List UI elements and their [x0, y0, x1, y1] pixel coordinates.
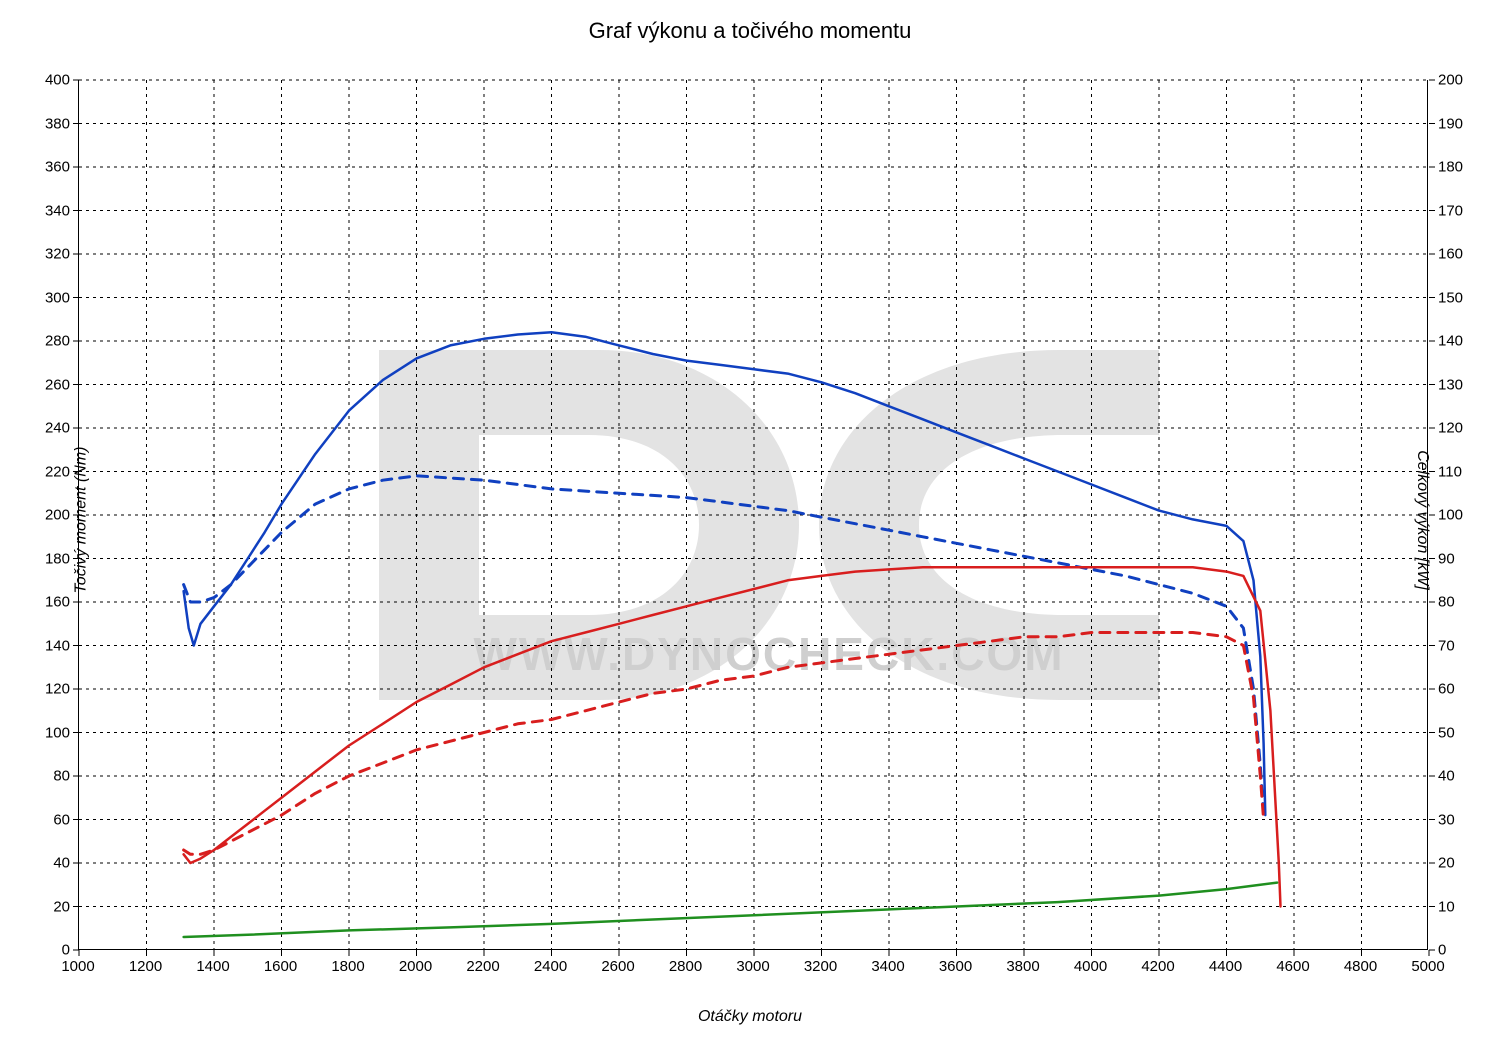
y-right-tick-label: 30: [1438, 811, 1478, 828]
watermark: WWW.DYNOCHECK.COM: [379, 350, 1159, 700]
x-tick-label: 1400: [196, 958, 229, 975]
y-right-tick-label: 140: [1438, 333, 1478, 350]
x-tick-label: 2800: [669, 958, 702, 975]
x-tick-label: 1600: [264, 958, 297, 975]
y-right-tick-label: 20: [1438, 855, 1478, 872]
y-left-tick-label: 320: [30, 246, 70, 263]
x-tick-label: 3800: [1006, 958, 1039, 975]
y-right-tick-label: 200: [1438, 72, 1478, 89]
y-right-tick-label: 80: [1438, 594, 1478, 611]
x-tick-label: 2200: [466, 958, 499, 975]
x-tick-label: 1800: [331, 958, 364, 975]
y-right-tick-label: 160: [1438, 246, 1478, 263]
series-loss: [184, 883, 1278, 937]
y-right-tick-label: 180: [1438, 159, 1478, 176]
y-left-tick-label: 160: [30, 594, 70, 611]
y-left-tick-label: 60: [30, 811, 70, 828]
y-left-tick-label: 120: [30, 681, 70, 698]
y-left-tick-label: 100: [30, 724, 70, 741]
x-tick-label: 1000: [61, 958, 94, 975]
y-left-tick-label: 80: [30, 768, 70, 785]
y-right-tick-label: 120: [1438, 420, 1478, 437]
y-left-tick-label: 340: [30, 202, 70, 219]
x-tick-label: 4800: [1344, 958, 1377, 975]
y-left-tick-label: 400: [30, 72, 70, 89]
y-left-tick-label: 260: [30, 376, 70, 393]
y-right-tick-label: 70: [1438, 637, 1478, 654]
x-tick-label: 3000: [736, 958, 769, 975]
dyno-chart: Graf výkonu a točivého momentu Točivý mo…: [0, 0, 1500, 1040]
y-left-tick-label: 240: [30, 420, 70, 437]
y-left-tick-label: 300: [30, 289, 70, 306]
y-left-tick-label: 280: [30, 333, 70, 350]
x-tick-label: 4600: [1276, 958, 1309, 975]
y-right-tick-label: 0: [1438, 942, 1478, 959]
x-tick-label: 4400: [1209, 958, 1242, 975]
x-tick-label: 3400: [871, 958, 904, 975]
y-right-tick-label: 50: [1438, 724, 1478, 741]
chart-svg: WWW.DYNOCHECK.COM: [79, 80, 1429, 950]
y-right-tick-label: 170: [1438, 202, 1478, 219]
x-tick-label: 4200: [1141, 958, 1174, 975]
x-tick-label: 3200: [804, 958, 837, 975]
x-tick-label: 3600: [939, 958, 972, 975]
y-left-tick-label: 40: [30, 855, 70, 872]
y-right-tick-label: 190: [1438, 115, 1478, 132]
y-left-tick-label: 140: [30, 637, 70, 654]
y-right-tick-label: 110: [1438, 463, 1478, 480]
y-right-tick-label: 150: [1438, 289, 1478, 306]
x-tick-label: 2000: [399, 958, 432, 975]
y-left-tick-label: 180: [30, 550, 70, 567]
x-tick-label: 5000: [1411, 958, 1444, 975]
y-left-tick-label: 360: [30, 159, 70, 176]
y-left-tick-label: 200: [30, 507, 70, 524]
y-right-tick-label: 100: [1438, 507, 1478, 524]
y-right-tick-label: 90: [1438, 550, 1478, 567]
y-right-tick-label: 130: [1438, 376, 1478, 393]
y-left-tick-label: 0: [30, 942, 70, 959]
y-right-tick-label: 10: [1438, 898, 1478, 915]
y-right-tick-label: 40: [1438, 768, 1478, 785]
x-tick-label: 1200: [129, 958, 162, 975]
y-left-tick-label: 380: [30, 115, 70, 132]
plot-area: WWW.DYNOCHECK.COM: [78, 80, 1428, 950]
y-right-tick-label: 60: [1438, 681, 1478, 698]
y-left-tick-label: 220: [30, 463, 70, 480]
x-tick-label: 4000: [1074, 958, 1107, 975]
chart-title: Graf výkonu a točivého momentu: [0, 18, 1500, 44]
y-left-tick-label: 20: [30, 898, 70, 915]
x-axis-label: Otáčky motoru: [0, 1008, 1500, 1026]
x-tick-label: 2600: [601, 958, 634, 975]
x-tick-label: 2400: [534, 958, 567, 975]
